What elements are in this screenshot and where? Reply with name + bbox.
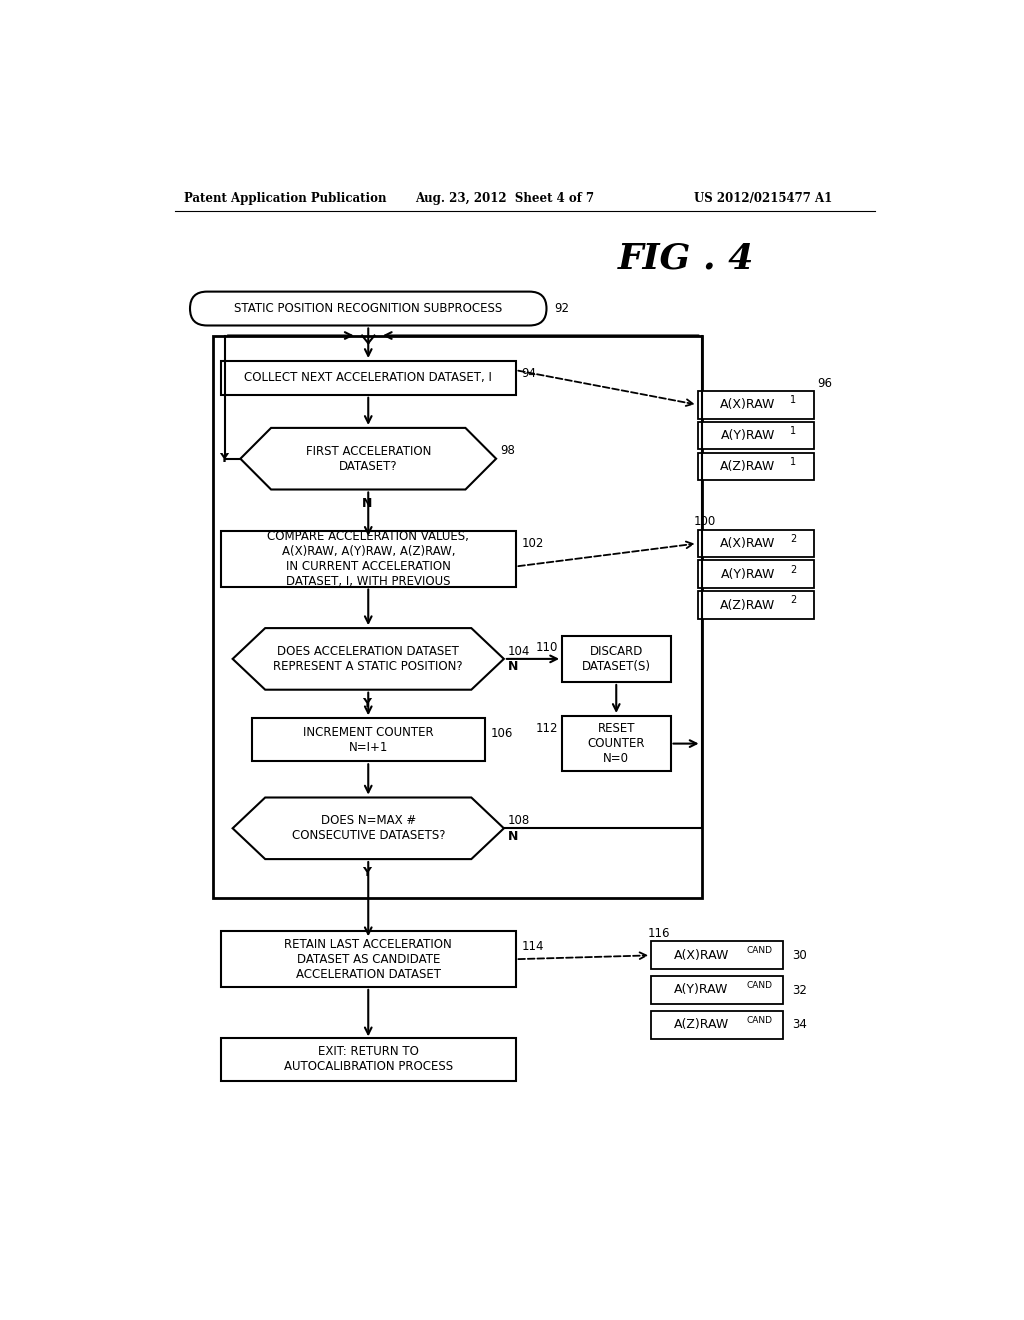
Bar (697, 453, 814, 480)
FancyBboxPatch shape (190, 292, 547, 326)
Text: Aug. 23, 2012  Sheet 4 of 7: Aug. 23, 2012 Sheet 4 of 7 (415, 191, 594, 205)
Text: US 2012/0215477 A1: US 2012/0215477 A1 (693, 191, 831, 205)
Text: 106: 106 (490, 727, 513, 741)
Text: CAND: CAND (746, 946, 773, 956)
Text: CAND: CAND (746, 1015, 773, 1024)
Bar (651, 941, 783, 969)
Text: A(Y)RAW: A(Y)RAW (721, 568, 775, 581)
Text: STATIC POSITION RECOGNITION SUBPROCESS: STATIC POSITION RECOGNITION SUBPROCESS (234, 302, 503, 315)
Text: N: N (508, 660, 518, 673)
Bar (221, 1038, 515, 1081)
Bar (221, 531, 515, 586)
Text: COMPARE ACCELERATION VALUES,
A(X)RAW, A(Y)RAW, A(Z)RAW,
IN CURRENT ACCELERATION
: COMPARE ACCELERATION VALUES, A(X)RAW, A(… (267, 529, 469, 587)
Text: 108: 108 (508, 814, 530, 828)
Bar (697, 422, 814, 449)
Bar (252, 718, 484, 762)
Text: 2: 2 (790, 533, 796, 544)
Text: DISCARD
DATASET(S): DISCARD DATASET(S) (582, 645, 650, 673)
Text: FIG . 4: FIG . 4 (617, 242, 755, 276)
Text: A(Z)RAW: A(Z)RAW (720, 598, 775, 611)
Text: 32: 32 (793, 983, 807, 997)
Polygon shape (241, 428, 496, 490)
Text: DOES ACCELERATION DATASET
REPRESENT A STATIC POSITION?: DOES ACCELERATION DATASET REPRESENT A ST… (273, 645, 463, 673)
Text: N: N (362, 496, 373, 510)
Text: 94: 94 (521, 367, 537, 380)
Bar (651, 1011, 783, 1039)
Text: 34: 34 (793, 1018, 807, 1031)
Text: A(X)RAW: A(X)RAW (720, 537, 776, 550)
Text: 2: 2 (790, 595, 796, 606)
Text: Patent Application Publication: Patent Application Publication (183, 191, 386, 205)
Text: Y: Y (362, 866, 371, 879)
Text: A(Z)RAW: A(Z)RAW (720, 459, 775, 473)
Bar (221, 360, 515, 395)
Bar (562, 636, 671, 682)
Text: A(Y)RAW: A(Y)RAW (675, 983, 729, 997)
Text: FIRST ACCELERATION
DATASET?: FIRST ACCELERATION DATASET? (305, 445, 431, 473)
Text: 116: 116 (647, 927, 670, 940)
Text: 96: 96 (818, 376, 833, 389)
Text: Y: Y (219, 453, 227, 465)
Text: 1: 1 (790, 426, 796, 436)
Text: 1: 1 (790, 457, 796, 467)
Text: COLLECT NEXT ACCELERATION DATASET, I: COLLECT NEXT ACCELERATION DATASET, I (245, 371, 493, 384)
Text: 2: 2 (790, 565, 796, 574)
Polygon shape (232, 797, 504, 859)
Text: RETAIN LAST ACCELERATION
DATASET AS CANDIDATE
ACCELERATION DATASET: RETAIN LAST ACCELERATION DATASET AS CAND… (285, 937, 453, 981)
Bar (651, 977, 783, 1003)
Text: 102: 102 (521, 537, 544, 550)
Text: A(X)RAW: A(X)RAW (720, 399, 776, 412)
Text: 114: 114 (521, 940, 544, 953)
Text: 110: 110 (536, 640, 558, 653)
Bar (697, 391, 814, 418)
Bar (213, 335, 701, 898)
Text: DOES N=MAX #
CONSECUTIVE DATASETS?: DOES N=MAX # CONSECUTIVE DATASETS? (292, 814, 445, 842)
Text: 104: 104 (508, 644, 530, 657)
Text: A(X)RAW: A(X)RAW (674, 949, 729, 962)
Text: Y: Y (362, 697, 371, 710)
Text: INCREMENT COUNTER
N=I+1: INCREMENT COUNTER N=I+1 (303, 726, 433, 754)
Text: A(Y)RAW: A(Y)RAW (721, 429, 775, 442)
Text: 100: 100 (693, 515, 716, 528)
Bar (697, 561, 814, 589)
Text: RESET
COUNTER
N=0: RESET COUNTER N=0 (588, 722, 645, 766)
Text: 98: 98 (500, 445, 515, 458)
Text: 112: 112 (536, 722, 558, 735)
Text: 30: 30 (793, 949, 807, 962)
Text: N: N (508, 829, 518, 842)
Bar (562, 715, 671, 771)
Text: CAND: CAND (746, 981, 773, 990)
Bar (697, 529, 814, 557)
Polygon shape (232, 628, 504, 689)
Bar (697, 591, 814, 619)
Text: A(Z)RAW: A(Z)RAW (674, 1018, 729, 1031)
Bar (221, 932, 515, 987)
Text: EXIT: RETURN TO
AUTOCALIBRATION PROCESS: EXIT: RETURN TO AUTOCALIBRATION PROCESS (284, 1045, 453, 1073)
Text: 1: 1 (790, 395, 796, 405)
Text: 92: 92 (554, 302, 569, 315)
